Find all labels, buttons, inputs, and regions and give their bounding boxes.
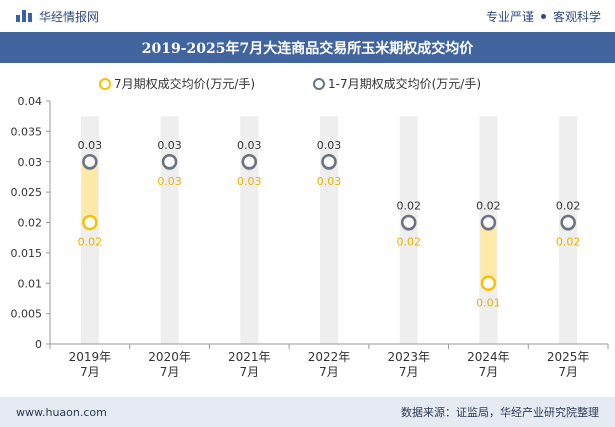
ytd-point: [400, 214, 417, 231]
x-tick-label: 2022年: [308, 350, 351, 364]
ytd-point: [480, 214, 497, 231]
y-tick-label: 0.025: [11, 186, 43, 199]
x-tick-label: 2024年: [467, 350, 510, 364]
ytd-data-label: 0.03: [78, 139, 103, 152]
ytd-data-label: 0.02: [476, 200, 501, 213]
x-tick-label: 7月: [239, 365, 259, 379]
july-data-label: 0.01: [476, 296, 501, 309]
ytd-data-label: 0.03: [157, 139, 182, 152]
ytd-point: [241, 154, 258, 170]
ytd-data-label: 0.03: [317, 139, 342, 152]
y-tick-label: 0.035: [11, 125, 43, 138]
july-data-label: 0.03: [317, 175, 342, 188]
x-tick-label: 7月: [160, 365, 180, 379]
tag-professional: 专业严谨: [485, 9, 534, 24]
ytd-point: [560, 214, 576, 231]
legend-ytd-label: 1-7月期权成交均价(万元/手): [328, 76, 481, 91]
x-tick-label: 2023年: [387, 350, 430, 364]
x-tick-label: 2025年: [547, 350, 590, 364]
range-band: [81, 161, 98, 223]
july-point: [82, 214, 98, 231]
july-data-label: 0.03: [237, 175, 262, 188]
x-tick-label: 7月: [80, 365, 100, 379]
legend-ytd-marker: [313, 78, 325, 90]
y-tick-label: 0.005: [11, 308, 43, 321]
footer-source: 数据来源：证监局，华经产业研究院整理: [401, 406, 599, 419]
x-tick-label: 2020年: [148, 350, 191, 364]
chart-title-band: 2019-2025年7月大连商品交易所玉米期权成交均价: [0, 32, 615, 63]
y-tick-label: 0.04: [18, 95, 43, 108]
footer-website[interactable]: www.huaon.com: [16, 405, 107, 419]
x-tick-label: 2021年: [228, 350, 271, 364]
x-tick-label: 7月: [479, 365, 499, 379]
brand-logo-icon: [16, 10, 32, 22]
category-column: [160, 116, 179, 344]
y-tick-label: 0.02: [18, 217, 43, 230]
category-column: [240, 116, 259, 344]
july-data-label: 0.02: [396, 236, 421, 249]
x-tick-label: 7月: [558, 365, 578, 379]
y-tick-label: 0.015: [11, 247, 43, 260]
x-tick-label: 7月: [399, 365, 419, 379]
brand: 华经情报网: [16, 8, 99, 25]
top-bar: 华经情报网 专业严谨 客观科学: [0, 0, 615, 32]
ytd-point: [82, 154, 98, 170]
y-tick-label: 0.01: [18, 277, 43, 290]
legend-july-marker: [99, 78, 111, 90]
brand-name: 华经情报网: [39, 9, 100, 24]
y-tick-label: 0: [35, 338, 42, 351]
range-band: [480, 222, 497, 284]
category-column: [320, 116, 338, 344]
ytd-data-label: 0.03: [237, 139, 262, 152]
tagline: 专业严谨 客观科学: [486, 8, 601, 25]
separator-dot-icon: [540, 13, 546, 19]
tag-objective: 客观科学: [552, 9, 601, 24]
y-tick-label: 0.03: [18, 156, 43, 169]
july-data-label: 0.02: [78, 236, 103, 249]
footer: www.huaon.com 数据来源：证监局，华经产业研究院整理: [0, 397, 615, 427]
july-data-label: 0.02: [556, 236, 581, 249]
chart-title: 2019-2025年7月大连商品交易所玉米期权成交均价: [141, 40, 474, 57]
july-data-label: 0.03: [157, 175, 182, 188]
ytd-point: [161, 154, 178, 170]
x-tick-label: 7月: [319, 365, 339, 379]
chart: 7月期权成交均价(万元/手) 1-7月期权成交均价(万元/手) 0 0.005 0.01…: [11, 76, 609, 379]
ytd-data-label: 0.02: [556, 200, 581, 213]
july-point: [480, 275, 497, 291]
ytd-point: [321, 154, 337, 170]
x-tick-label: 2019年: [69, 350, 112, 364]
legend-july-label: 7月期权成交均价(万元/手): [114, 76, 255, 91]
ytd-data-label: 0.02: [396, 200, 421, 213]
